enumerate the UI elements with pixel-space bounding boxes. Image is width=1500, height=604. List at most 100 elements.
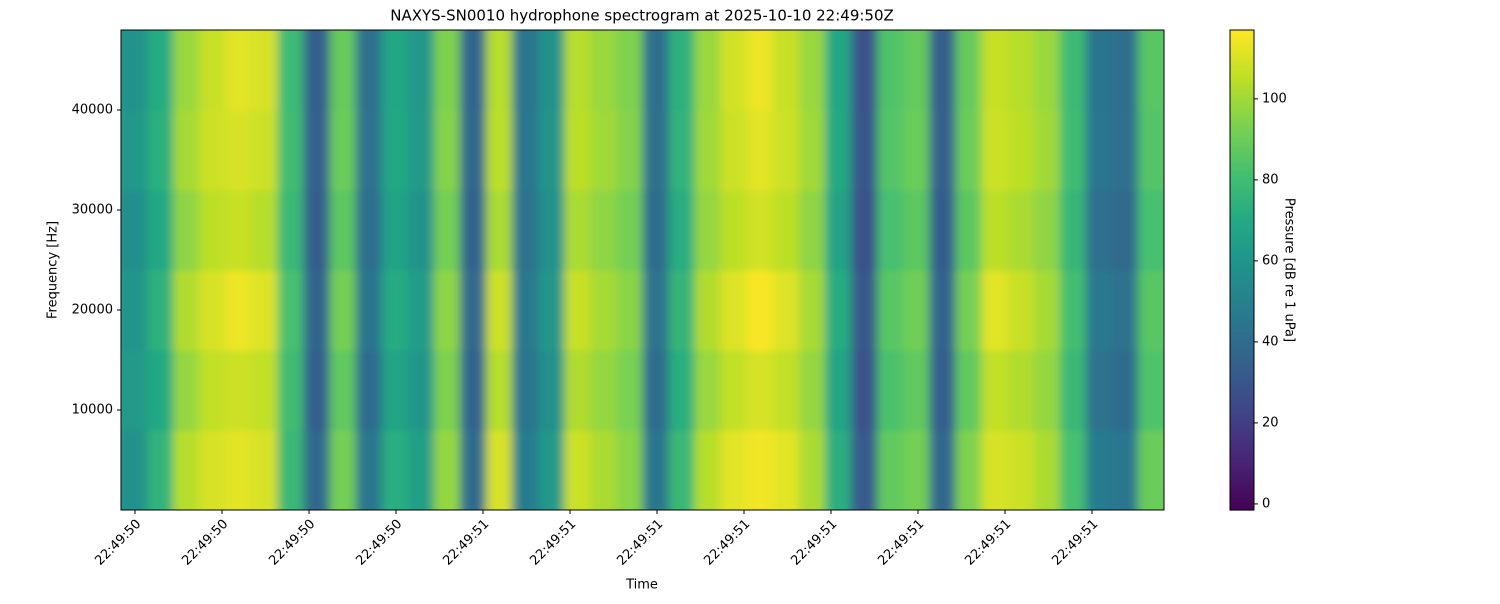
heatmap-cell xyxy=(981,430,1009,510)
heatmap-cell xyxy=(407,30,435,111)
heatmap-cell xyxy=(772,430,800,510)
heatmap-cell xyxy=(1007,110,1035,191)
heatmap-cell xyxy=(251,110,279,191)
heatmap-cell xyxy=(173,270,200,351)
colorbar-swatch xyxy=(1230,40,1254,43)
heatmap-cell xyxy=(694,270,722,351)
heatmap-cell xyxy=(590,350,618,431)
x-tick-label: 22:49:51 xyxy=(962,517,1014,569)
heatmap-cell xyxy=(564,350,591,431)
colorbar-swatch xyxy=(1230,214,1254,217)
colorbar-swatch xyxy=(1230,204,1254,207)
colorbar-swatch xyxy=(1230,106,1254,109)
colorbar-swatch xyxy=(1230,128,1254,131)
colorbar-swatch xyxy=(1230,276,1254,279)
colorbar-swatch xyxy=(1230,492,1254,495)
heatmap-cell xyxy=(1137,110,1164,191)
colorbar-swatch xyxy=(1230,432,1254,435)
heatmap-cell xyxy=(772,30,800,111)
colorbar-tick-label: 80 xyxy=(1262,172,1279,187)
colorbar-swatch xyxy=(1230,412,1254,415)
colorbar-swatch xyxy=(1230,288,1254,291)
heatmap-cell xyxy=(355,190,383,271)
colorbar-swatch xyxy=(1230,58,1254,61)
heatmap-cell xyxy=(955,190,983,271)
heatmap-cell xyxy=(121,110,148,191)
x-tick-label: 22:49:51 xyxy=(788,517,840,569)
heatmap-cell xyxy=(1085,110,1113,191)
colorbar-swatch xyxy=(1230,82,1254,85)
heatmap-cell xyxy=(877,190,904,271)
colorbar-swatch xyxy=(1230,438,1254,441)
heatmap-cell xyxy=(929,270,956,351)
heatmap-cell xyxy=(303,190,331,271)
heatmap-cell xyxy=(486,110,513,191)
heatmap-cell xyxy=(1059,350,1087,431)
heatmap-cell xyxy=(590,110,618,191)
colorbar-swatch xyxy=(1230,292,1254,295)
colorbar-swatch xyxy=(1230,164,1254,167)
colorbar-frame xyxy=(1229,29,1255,511)
colorbar-swatch xyxy=(1230,448,1254,451)
colorbar-swatch xyxy=(1230,450,1254,453)
heatmap-cell xyxy=(251,30,279,111)
heatmap-cell xyxy=(1007,350,1035,431)
colorbar-swatch xyxy=(1230,156,1254,159)
heatmap-cell xyxy=(251,270,279,351)
colorbar-swatch xyxy=(1230,88,1254,91)
colorbar-swatch xyxy=(1230,344,1254,347)
heatmap-cell xyxy=(1007,430,1035,510)
colorbar-swatch xyxy=(1230,444,1254,447)
colorbar-swatch xyxy=(1230,240,1254,243)
heatmap-cell xyxy=(1059,190,1087,271)
colorbar-swatch xyxy=(1230,54,1254,57)
heatmap-cell xyxy=(746,350,774,431)
heatmap-cell xyxy=(1059,30,1087,111)
colorbar-swatch xyxy=(1230,44,1254,47)
heatmap-cell xyxy=(329,270,357,351)
x-tick-label: 22:49:50 xyxy=(179,517,231,569)
heatmap-cell xyxy=(720,270,748,351)
heatmap-cell xyxy=(720,430,748,510)
colorbar-swatch xyxy=(1230,282,1254,285)
colorbar-swatch xyxy=(1230,484,1254,487)
heatmap-cell xyxy=(642,430,670,510)
colorbar-swatch xyxy=(1230,120,1254,123)
colorbar-tick-label: 100 xyxy=(1262,91,1287,106)
colorbar-swatch xyxy=(1230,400,1254,403)
colorbar-swatch xyxy=(1230,228,1254,231)
heatmap-cell xyxy=(851,190,878,271)
colorbar-swatch xyxy=(1230,80,1254,83)
heatmap-cell xyxy=(199,270,226,351)
heatmap-cell xyxy=(538,270,565,351)
heatmap-cell xyxy=(121,430,148,510)
heatmap-cell xyxy=(1085,190,1113,271)
colorbar-swatch xyxy=(1230,354,1254,357)
heatmap-cell xyxy=(121,30,148,111)
colorbar-swatch xyxy=(1230,286,1254,289)
heatmap-cell xyxy=(1033,110,1061,191)
heatmap-cell xyxy=(381,350,409,431)
heatmap-cell xyxy=(1137,270,1164,351)
colorbar-tick-label: 40 xyxy=(1262,334,1279,349)
heatmap-cell xyxy=(668,30,696,111)
heatmap-cell xyxy=(825,350,852,431)
heatmap-cell xyxy=(277,190,305,271)
heatmap-cell xyxy=(903,190,930,271)
heatmap-cell xyxy=(512,30,539,111)
colorbar-swatch xyxy=(1230,70,1254,73)
colorbar-swatch xyxy=(1230,224,1254,227)
plot-frame xyxy=(120,29,1165,511)
colorbar-swatch xyxy=(1230,188,1254,191)
heatmap-cell xyxy=(1007,190,1035,271)
heatmap-cell xyxy=(538,350,565,431)
colorbar-swatch xyxy=(1230,244,1254,247)
heatmap-cell xyxy=(277,110,305,191)
heatmap-cell xyxy=(147,430,174,510)
colorbar-tick-label: 0 xyxy=(1262,496,1270,511)
colorbar-swatch xyxy=(1230,130,1254,133)
heatmap-cell xyxy=(225,270,252,351)
heatmap-cell xyxy=(1111,110,1139,191)
colorbar-swatch xyxy=(1230,86,1254,89)
heatmap-cell xyxy=(668,190,696,271)
